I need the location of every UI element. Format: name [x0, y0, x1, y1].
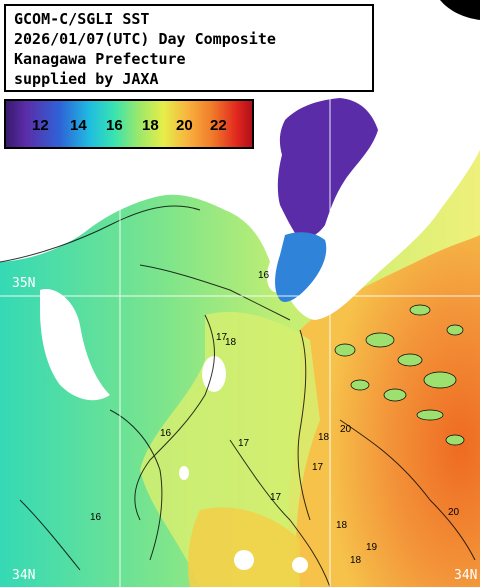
contour-label: 18: [336, 520, 348, 531]
land-northeast: [440, 0, 480, 20]
contour-label: 17: [270, 492, 282, 503]
land-izu-peninsula: [40, 289, 110, 401]
island-toshima: [179, 466, 189, 480]
title-line-3: Kanagawa Prefecture: [14, 50, 186, 68]
title-box: GCOM-C/SGLI SST 2026/01/07(UTC) Day Comp…: [4, 4, 374, 92]
contour-label: 16: [160, 428, 172, 439]
island-niijima: [234, 550, 254, 570]
contour-label: 17: [216, 332, 228, 343]
contour-label: 18: [350, 555, 362, 566]
cold-water-bay: [277, 98, 378, 240]
contour-label: 18: [318, 432, 330, 443]
legend-tick: 16: [106, 117, 123, 134]
title-line-2: 2026/01/07(UTC) Day Composite: [14, 30, 276, 48]
color-scale-legend: 12 14 16 18 20 22: [4, 99, 254, 149]
legend-tick: 14: [70, 117, 87, 134]
legend-tick: 18: [142, 117, 159, 134]
legend-tick: 22: [210, 117, 227, 134]
warm-water-region: [288, 235, 480, 587]
contour-label: 16: [258, 270, 270, 281]
contour-label: 16: [90, 512, 102, 523]
legend-tick: 12: [32, 117, 49, 134]
title-line-1: GCOM-C/SGLI SST: [14, 10, 150, 28]
warm-band-south: [188, 507, 300, 587]
island-kozu: [292, 557, 308, 573]
title-line-4: supplied by JAXA: [14, 70, 159, 88]
contour-label: 18: [225, 337, 237, 348]
contour-label: 17: [238, 438, 250, 449]
legend-tick: 20: [176, 117, 193, 134]
contour-label-group: 16 17 18 16 17 18 20 17 18 19 18 17 20 1…: [90, 270, 460, 566]
latitude-label-34n-right: 34N: [454, 568, 478, 583]
mild-water-region: [140, 311, 320, 587]
eddy-patches: [334, 304, 465, 446]
island-oshima: [202, 356, 226, 392]
contour-label: 17: [312, 462, 324, 473]
cool-water-bay-mouth: [275, 232, 327, 302]
latitude-label-35n: 35N: [12, 276, 36, 291]
latitude-label-34n-left: 34N: [12, 568, 36, 583]
sst-contours: [0, 205, 476, 587]
contour-label: 20: [340, 424, 352, 435]
contour-label: 20: [448, 507, 460, 518]
contour-label: 19: [366, 542, 378, 553]
